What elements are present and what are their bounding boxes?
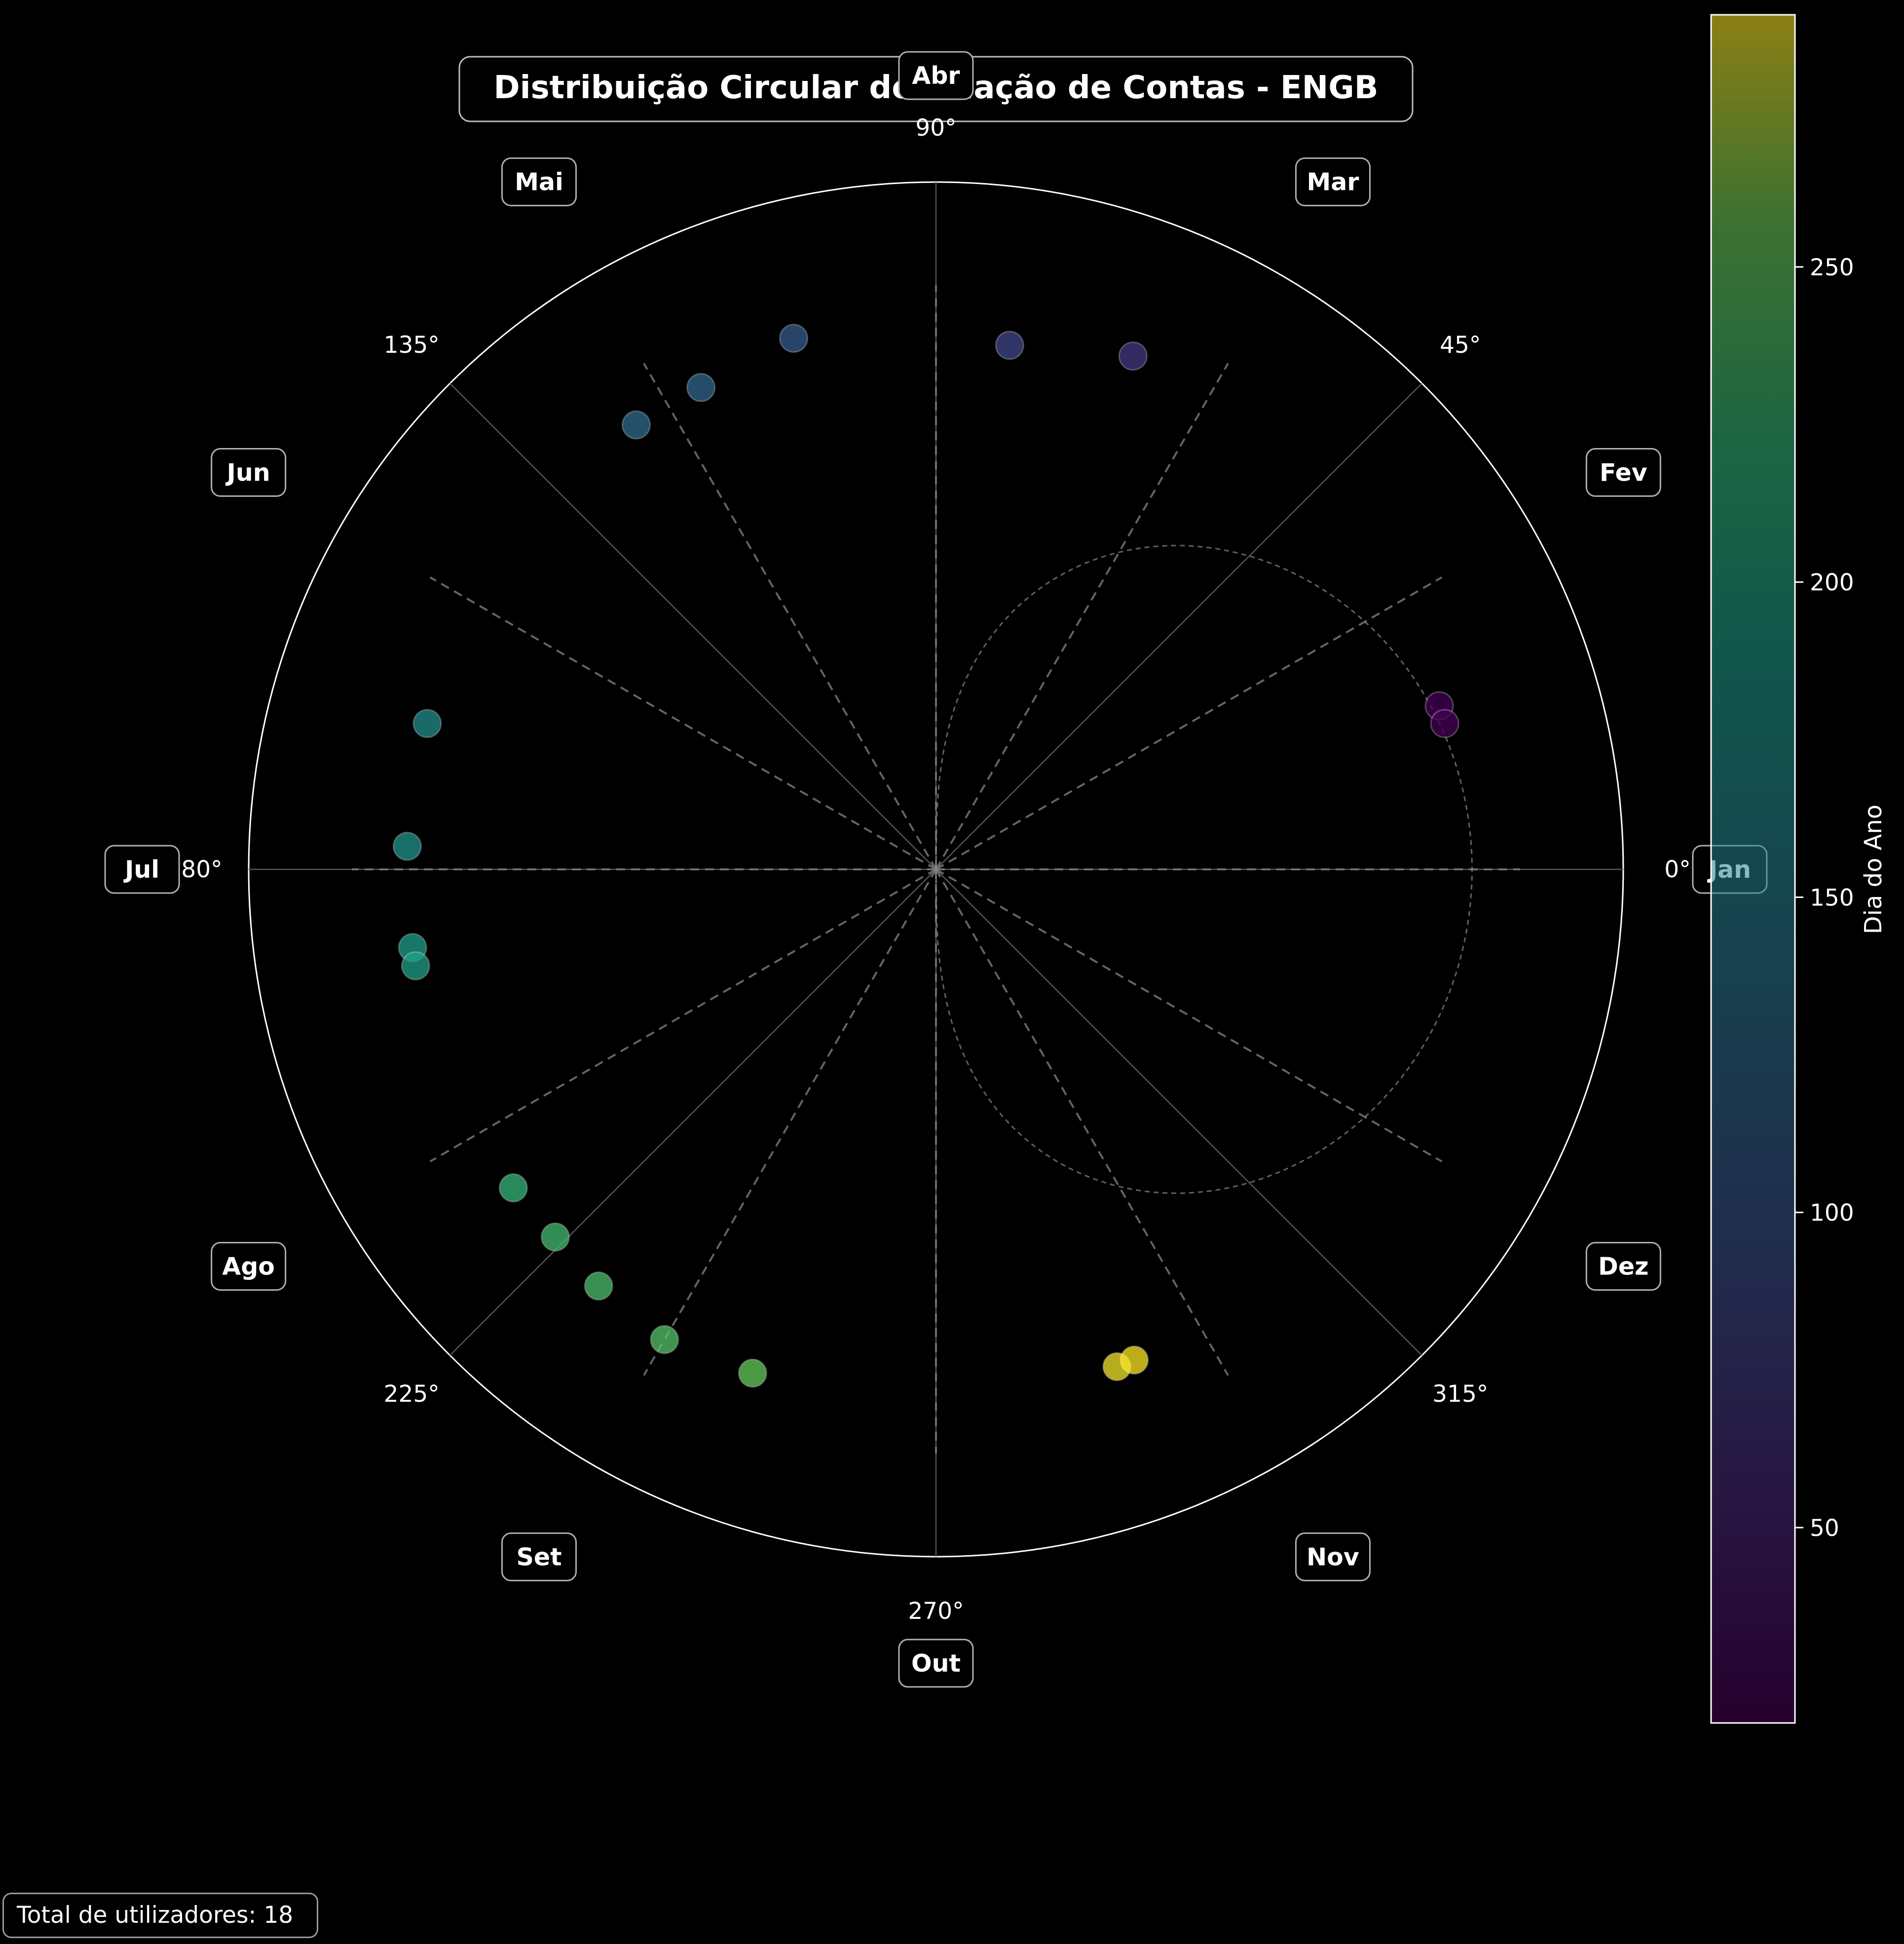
colorbar-tick-label-100: 100: [1810, 1199, 1854, 1227]
month-line-set: [643, 869, 937, 1376]
svg-text:Abr: Abr: [912, 62, 960, 90]
angle-label-315: 315°: [1432, 1381, 1488, 1408]
data-point: [412, 709, 442, 738]
colorbar-ticks: 50 100 150 200 250: [1795, 254, 1854, 1542]
month-line-nov: [935, 869, 1229, 1376]
month-guide-lines: [351, 285, 1521, 1454]
colorbar-tick-label-200: 200: [1810, 569, 1854, 597]
month-line-fev: [935, 576, 1443, 870]
svg-text:Jun: Jun: [225, 459, 270, 487]
data-point: [1430, 709, 1459, 738]
month-label-mar: Mar: [1295, 157, 1371, 207]
colorbar-tick-label-150: 150: [1810, 884, 1854, 911]
svg-text:Out: Out: [911, 1649, 961, 1678]
month-line-jun: [429, 576, 937, 870]
month-label-out: Out: [898, 1639, 974, 1688]
svg-text:Mai: Mai: [515, 168, 563, 196]
colorbar-gradient: [1711, 15, 1795, 1723]
month-label-set: Set: [501, 1532, 577, 1581]
data-point: [650, 1325, 679, 1354]
month-label-jun: Jun: [211, 448, 287, 497]
angle-tick-labels: 0°45°90°135°180°225°270°315°: [166, 114, 1690, 1625]
svg-text:Mar: Mar: [1307, 168, 1359, 196]
svg-text:Dez: Dez: [1598, 1252, 1648, 1280]
data-point: [995, 331, 1024, 360]
data-point: [738, 1358, 767, 1388]
total-users-box: Total de utilizadores: 18: [2, 1893, 318, 1938]
data-point: [779, 324, 809, 353]
data-point: [498, 1173, 528, 1203]
angle-label-90: 90°: [915, 114, 956, 142]
data-point: [621, 410, 651, 440]
gridline-45: [935, 383, 1422, 870]
data-point: [584, 1271, 613, 1301]
angle-label-45: 45°: [1440, 332, 1481, 359]
data-points: [392, 324, 1459, 1388]
colorbar-frame: [1710, 14, 1796, 1724]
gridline-225: [449, 869, 936, 1356]
month-label-nov: Nov: [1295, 1532, 1371, 1581]
density-curve: [935, 545, 1473, 1194]
angle-label-0: 0°: [1664, 856, 1690, 883]
data-point: [401, 951, 430, 980]
svg-text:Jul: Jul: [123, 856, 159, 884]
svg-text:Fev: Fev: [1600, 459, 1647, 487]
month-label-abr: Abr: [898, 51, 974, 100]
colorbar: 50 100 150 200 250 Dia do Ano: [1710, 14, 1887, 1724]
svg-text:Nov: Nov: [1307, 1543, 1359, 1571]
month-line-mar: [935, 363, 1229, 870]
month-line-ago: [429, 868, 936, 1162]
svg-text:Set: Set: [517, 1543, 562, 1571]
data-point: [1118, 341, 1148, 371]
colorbar-tick-label-50: 50: [1810, 1515, 1839, 1542]
colorbar-tick-label-250: 250: [1810, 254, 1854, 281]
month-label-mai: Mai: [501, 157, 577, 207]
month-label-jul: Jul: [104, 845, 180, 894]
angle-label-135: 135°: [384, 332, 440, 359]
data-point: [540, 1222, 570, 1252]
data-point: [1120, 1346, 1149, 1375]
gridline-315: [935, 869, 1422, 1356]
svg-text:Ago: Ago: [222, 1252, 275, 1280]
month-label-dez: Dez: [1585, 1241, 1661, 1291]
angle-label-225: 225°: [384, 1381, 440, 1408]
gridline-135: [449, 383, 936, 870]
polar-plot: 0°45°90°135°180°225°270°315° JanFevMarAb…: [104, 51, 1768, 1688]
data-point: [392, 831, 422, 861]
month-label-fev: Fev: [1585, 448, 1661, 497]
data-point: [686, 373, 716, 402]
month-line-dez: [935, 868, 1443, 1162]
colorbar-label: Dia do Ano: [1860, 805, 1887, 935]
month-line-mai: [643, 363, 937, 870]
angle-label-270: 270°: [908, 1598, 964, 1625]
month-label-ago: Ago: [211, 1241, 287, 1291]
